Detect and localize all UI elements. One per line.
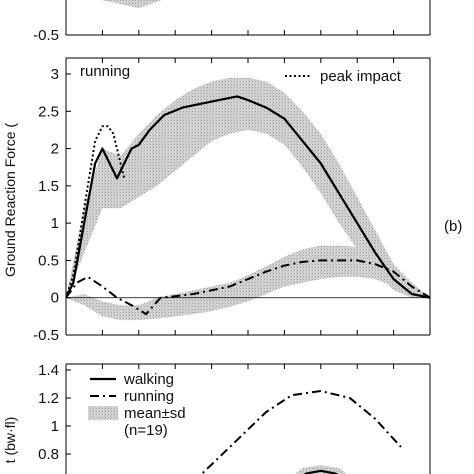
series-line-1-0: [66, 125, 126, 299]
series-line-1-1: [66, 95, 430, 299]
plot-area-2: [200, 390, 402, 474]
y-tick-label-1-7: 3: [51, 66, 59, 83]
series-line-2-0: [200, 390, 402, 474]
sd-band-2-0: [294, 465, 347, 474]
sd-band-0-0: [102, 0, 163, 9]
chart-panel-0: -0.5: [33, 0, 431, 44]
plot-area-1: [66, 77, 430, 321]
y-tick-label-0-0: -0.5: [33, 27, 59, 44]
y-tick-label-1-0: -0.5: [33, 327, 59, 344]
plot-area-0: [102, 0, 163, 9]
y-axis-label-bottom: t (bw·fl): [2, 417, 18, 464]
y-axis-label-top: Ground Reaction Force (: [2, 123, 18, 277]
y-tick-label-2-1: 0.8: [38, 446, 59, 463]
series-line-2-1: [303, 469, 339, 474]
y-tick-label-1-1: 0: [51, 290, 59, 307]
y-tick-label-1-4: 1.5: [38, 178, 59, 195]
legend-label-3: (n=19): [124, 422, 168, 439]
y-tick-label-2-2: 1: [51, 418, 59, 435]
y-tick-label-1-5: 2: [51, 141, 59, 158]
legend-swatch-meansd: [88, 406, 118, 420]
sd-band-1-0: [66, 77, 430, 298]
legend-label-2: mean±sd: [124, 405, 186, 422]
sd-band-1-1: [66, 245, 430, 321]
panel-label: (b): [444, 218, 462, 235]
series-line-1-2: [66, 259, 430, 316]
legend-label-1: running: [124, 388, 174, 405]
legend-label-peak-impact: peak impact: [320, 68, 402, 85]
panel-title-running: running: [80, 63, 130, 80]
legend-label-0: walking: [123, 371, 174, 388]
y-tick-label-1-3: 1: [51, 215, 59, 232]
chart-panel-1: -0.5 0 0.5 1 1.5 2 2.5 3 running peak impact: [33, 57, 431, 344]
y-tick-label-2-4: 1.4: [38, 362, 59, 379]
y-tick-label-1-6: 2.5: [38, 103, 59, 120]
y-tick-label-2-3: 1.2: [38, 390, 59, 407]
y-tick-label-1-2: 0.5: [38, 252, 59, 269]
